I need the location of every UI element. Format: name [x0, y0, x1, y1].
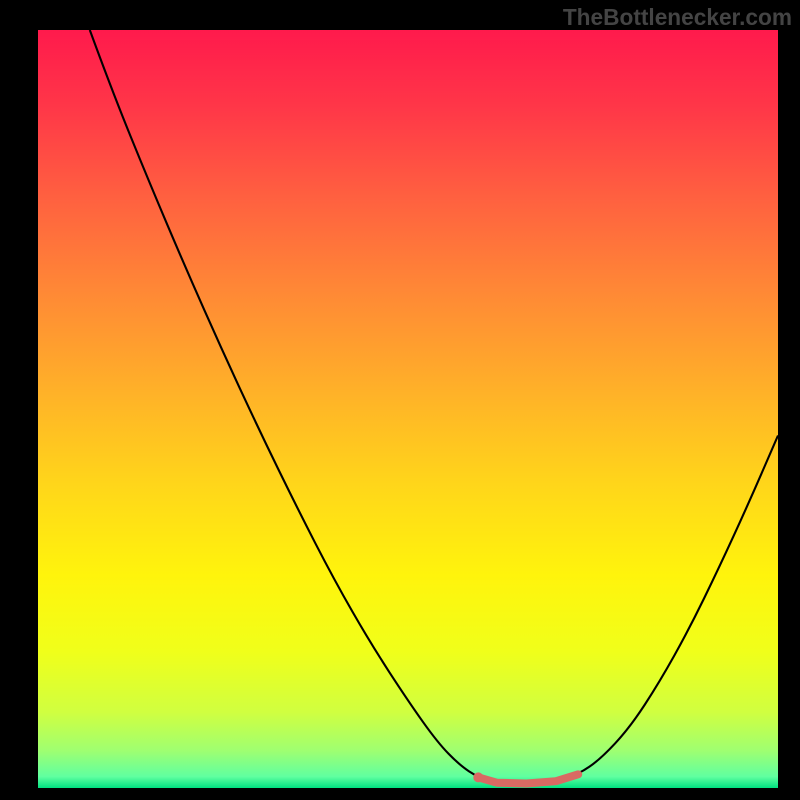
- optimal-range-marker: [478, 774, 578, 783]
- plot-area: [38, 30, 778, 788]
- optimal-point-marker: [473, 772, 483, 782]
- watermark-text: TheBottlenecker.com: [563, 4, 792, 31]
- bottleneck-curve: [90, 30, 778, 783]
- chart-container: TheBottlenecker.com: [0, 0, 800, 800]
- curve-svg: [38, 30, 778, 788]
